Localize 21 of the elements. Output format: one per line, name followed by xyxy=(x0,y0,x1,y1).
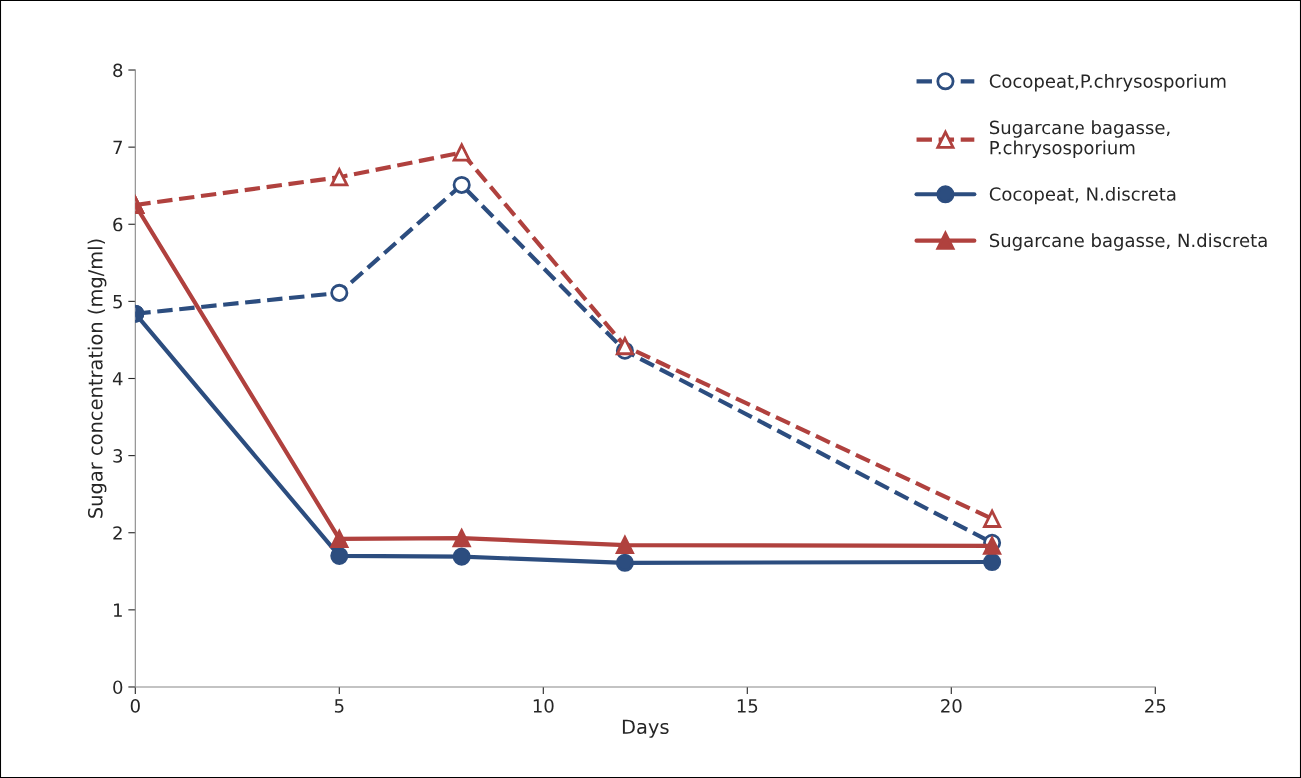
y-tick-label: 4 xyxy=(112,372,123,386)
y-tick-label: 0 xyxy=(113,680,123,695)
y-tick-label: 5 xyxy=(113,295,122,309)
legend-label: Cocopeat, N.discreta xyxy=(989,186,1176,205)
x-tick-label: 5 xyxy=(334,699,344,713)
x-axis-title: Days xyxy=(622,719,669,738)
x-tick-label: 25 xyxy=(1145,699,1166,713)
legend-label: Sugarcane bagasse, P.chrysosporium xyxy=(989,120,1170,158)
legend-label: Sugarcane bagasse, N.discreta xyxy=(989,233,1267,251)
x-tick-label: 20 xyxy=(941,699,962,713)
y-tick-label: 6 xyxy=(113,217,123,232)
y-axis-title: Sugar concentration (mg/ml) xyxy=(87,239,107,518)
y-tick-label: 8 xyxy=(113,63,123,78)
y-tick-label: 3 xyxy=(113,449,123,463)
y-tick-label: 2 xyxy=(113,526,122,540)
legend-label: Cocopeat,P.chrysosporium xyxy=(989,73,1226,92)
y-tick-label: 7 xyxy=(113,140,122,154)
x-tick-label: 0 xyxy=(130,699,140,713)
x-tick-label: 10 xyxy=(533,699,554,713)
x-tick-label: 15 xyxy=(737,699,758,713)
y-tick-label: 1 xyxy=(113,603,122,617)
